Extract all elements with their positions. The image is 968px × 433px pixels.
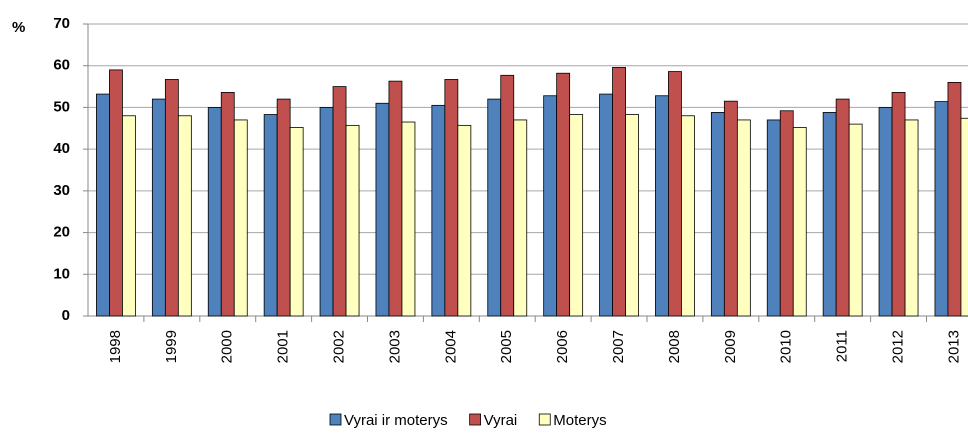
bar [934,101,949,317]
bar [599,93,613,317]
bar [263,114,278,317]
y-tick-label: 40 [53,140,70,157]
bar [388,80,403,317]
bar [792,127,807,317]
y-tick-label: 60 [53,57,70,74]
y-tick-label: 70 [53,15,70,32]
bar [710,112,725,317]
bar [723,100,738,317]
x-tick-label: 2007 [610,330,627,363]
bar [513,119,528,317]
x-tick-label: 2006 [554,330,571,363]
bar [276,98,291,317]
legend-swatch [538,413,551,426]
bar [487,98,502,317]
bar [779,110,794,317]
y-tick-label: 30 [53,182,70,199]
legend-label: Vyrai [484,412,518,429]
bar [375,102,390,317]
x-tick-label: 2005 [498,330,515,363]
x-tick-label: 2000 [219,330,236,363]
bar [822,112,837,317]
bar [556,72,571,317]
y-axis-label: % [12,19,25,36]
bar [960,117,968,317]
x-tick-label: 2008 [666,330,683,363]
x-tick-label: 2002 [331,330,348,363]
bar [625,114,639,317]
bar [569,114,584,317]
bar [878,107,893,317]
bar [96,93,110,317]
x-tick-label: 2009 [722,330,739,363]
x-tick-label: 1999 [163,330,180,363]
bar [401,121,416,317]
bar [233,119,248,317]
bar [766,119,781,317]
bar [444,79,459,317]
bar [207,107,222,317]
bar [848,123,863,317]
bar [500,74,515,317]
bar [122,115,136,317]
bar [332,86,347,317]
y-tick-label: 50 [53,98,70,115]
bar [109,69,123,317]
bar [164,79,179,317]
legend-swatch [469,413,482,426]
legend-label: Vyrai ir moterys [344,412,448,429]
bar [891,92,906,317]
x-tick-label: 2010 [778,330,795,363]
bar [655,95,669,317]
y-tick-label: 0 [62,307,70,324]
x-tick-label: 1998 [107,330,124,363]
x-tick-label: 2001 [275,330,292,363]
bar [612,66,626,317]
bar [668,71,682,317]
legend-swatch [329,413,342,426]
bar [736,119,751,317]
bar [319,107,334,317]
legend-label: Moterys [553,412,606,429]
x-tick-label: 2012 [890,330,907,363]
bar [904,119,919,317]
x-tick-label: 2004 [442,330,459,363]
bar [457,124,472,317]
bar [151,98,166,317]
x-tick-label: 2011 [834,330,851,362]
plot-area [96,66,968,317]
bar [345,124,360,317]
y-tick-label: 10 [53,265,70,282]
bar [681,115,695,317]
x-tick-label: 2013 [945,330,962,363]
bar [177,115,192,317]
bar [947,82,962,317]
bar [289,127,304,317]
y-tick-label: 20 [53,224,70,241]
x-tick-label: 2003 [386,330,403,363]
bar [543,95,558,317]
bar [220,92,235,317]
bar [835,98,850,317]
bar [431,104,446,317]
